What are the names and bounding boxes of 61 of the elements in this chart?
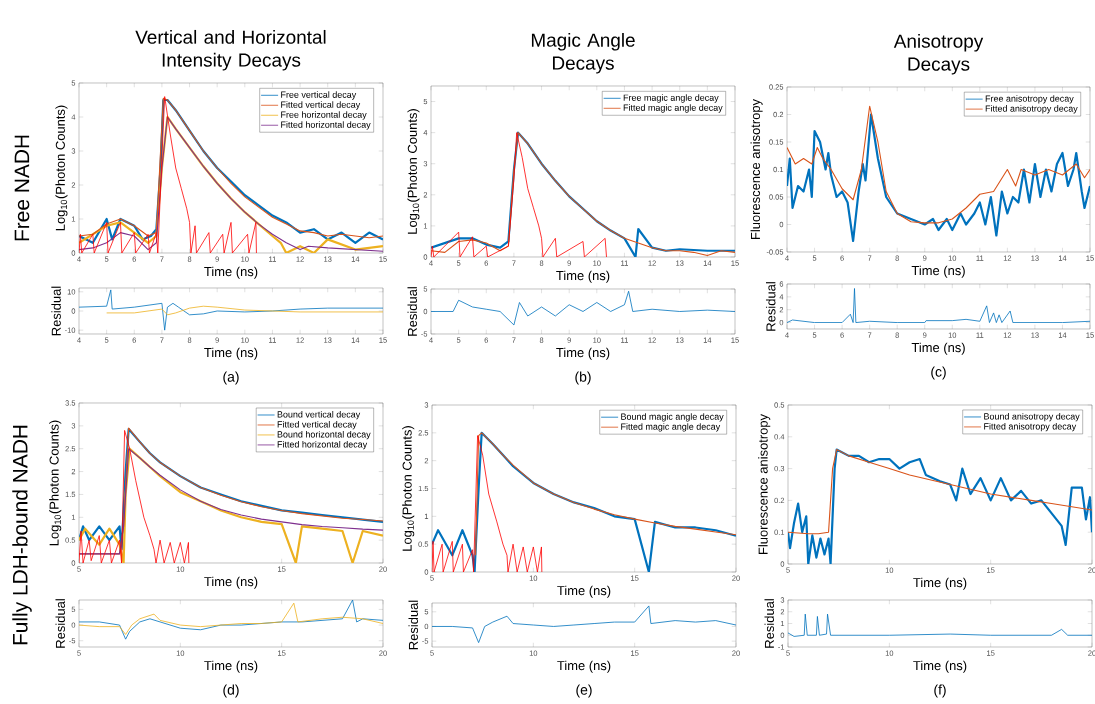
x-axis-title: Time (ns) bbox=[556, 347, 610, 360]
x-axis-title: Time (ns) bbox=[204, 347, 258, 360]
legend-label: Fitted magic angle decay bbox=[621, 423, 721, 432]
legend-label: Bound magic angle decay bbox=[621, 413, 724, 422]
legend-label: Bound horizontal decay bbox=[277, 430, 371, 440]
legend-label: Fitted anisotropy decay bbox=[985, 105, 1078, 114]
text: (b) bbox=[575, 371, 591, 385]
line-series bbox=[788, 448, 1093, 564]
line-series bbox=[787, 105, 1091, 224]
y-axis-title: Residual bbox=[407, 287, 417, 336]
x-axis-title: Time (ns) bbox=[913, 577, 967, 590]
line-series bbox=[432, 435, 543, 572]
legend-label: Free horizontal decay bbox=[281, 111, 367, 120]
text: (d) bbox=[223, 684, 239, 698]
chart-title: Magic Angle Decays bbox=[531, 32, 635, 74]
text: Fully LDH-bound NADH bbox=[12, 425, 32, 645]
y-axis-title: Residual bbox=[764, 599, 774, 648]
x-axis-title: Time (ns) bbox=[557, 585, 611, 598]
line-series bbox=[79, 96, 257, 253]
text: (f) bbox=[934, 684, 946, 698]
legend-label: Fitted horizontal decay bbox=[277, 440, 368, 450]
y-axis-title: Residual bbox=[765, 282, 776, 331]
legend-label: Fitted vertical decay bbox=[277, 420, 357, 430]
text: Free NADH bbox=[14, 135, 30, 241]
line-series bbox=[432, 431, 737, 572]
legend-label: Fitted magic angle decay bbox=[623, 104, 723, 113]
x-axis-title: Time (ns) bbox=[204, 660, 258, 673]
line-series bbox=[431, 290, 736, 326]
x-axis-title: Time (ns) bbox=[204, 576, 258, 589]
chart-title: Anisotropy Decays bbox=[893, 33, 984, 75]
text: (c) bbox=[931, 366, 946, 380]
x-axis-title: Time (ns) bbox=[911, 342, 965, 355]
y-axis-title: Residual bbox=[408, 600, 418, 650]
x-axis-title: Time (ns) bbox=[204, 266, 258, 279]
legend-label: Bound anisotropy decay bbox=[984, 412, 1080, 422]
y-axis-title: Residual bbox=[51, 286, 61, 336]
line-series bbox=[79, 430, 190, 563]
x-axis-title: Time (ns) bbox=[557, 660, 611, 673]
y-axis-title: Log$_{10}$(Photon Counts) bbox=[407, 109, 420, 234]
y-axis-title: Log$_{10}$(Photon Counts) bbox=[402, 426, 415, 551]
y-axis-title: Residual bbox=[55, 599, 65, 648]
y-axis-title: Fluorescence anisotropy bbox=[758, 414, 771, 554]
legend-label: Free magic angle decay bbox=[623, 94, 719, 103]
y-axis-title: Log$_{10}$(Photon Counts) bbox=[49, 420, 62, 546]
x-axis-title: Time (ns) bbox=[556, 270, 610, 283]
legend-label: Fitted vertical decay bbox=[281, 101, 361, 110]
legend-label: Free vertical decay bbox=[281, 91, 357, 100]
legend-label: Fitted anisotropy decay bbox=[984, 422, 1077, 432]
line-series bbox=[475, 432, 737, 556]
line-series bbox=[431, 132, 607, 257]
y-axis-title: Log$_{10}$(Photon Counts) bbox=[55, 105, 68, 231]
line-series bbox=[432, 605, 737, 643]
text: (e) bbox=[576, 684, 592, 698]
legend-label: Bound vertical decay bbox=[277, 410, 361, 420]
x-axis-title: Time (ns) bbox=[913, 660, 967, 673]
chart-title: Vertical and Horizontal Intensity Decays bbox=[135, 29, 326, 71]
x-axis-title: Time (ns) bbox=[911, 265, 965, 278]
y-axis-title: Fluorescence anisotropy bbox=[750, 99, 763, 239]
legend-label: Fitted horizontal decay bbox=[281, 121, 371, 130]
text: (a) bbox=[223, 371, 239, 385]
legend-label: Free anisotropy decay bbox=[985, 95, 1074, 104]
